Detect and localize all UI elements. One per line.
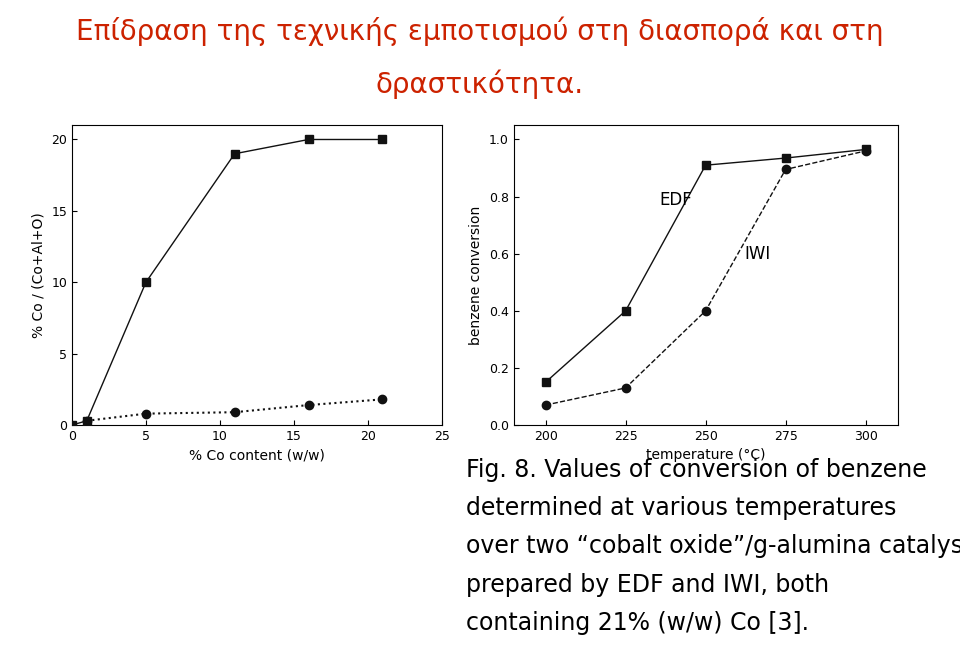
Text: δραστικότητα.: δραστικότητα.	[376, 69, 584, 99]
Text: Επίδραση της τεχνικής εμποτισμού στη διασπορά και στη: Επίδραση της τεχνικής εμποτισμού στη δια…	[76, 16, 884, 46]
X-axis label: % Co content (w/w): % Co content (w/w)	[189, 449, 324, 463]
Text: IWI: IWI	[744, 245, 770, 263]
X-axis label: temperature (°C): temperature (°C)	[646, 449, 765, 463]
Text: EDF: EDF	[660, 191, 692, 209]
Text: prepared by EDF and IWI, both: prepared by EDF and IWI, both	[466, 573, 828, 596]
Y-axis label: benzene conversion: benzene conversion	[469, 206, 483, 345]
Text: Fig. 8. Values of conversion of benzene: Fig. 8. Values of conversion of benzene	[466, 458, 926, 482]
Y-axis label: % Co / (Co+Al+O): % Co / (Co+Al+O)	[32, 212, 46, 338]
Text: containing 21% (w/w) Co [3].: containing 21% (w/w) Co [3].	[466, 611, 808, 635]
Text: determined at various temperatures: determined at various temperatures	[466, 496, 896, 520]
Text: over two “cobalt oxide”/g-alumina catalysts: over two “cobalt oxide”/g-alumina cataly…	[466, 534, 960, 558]
